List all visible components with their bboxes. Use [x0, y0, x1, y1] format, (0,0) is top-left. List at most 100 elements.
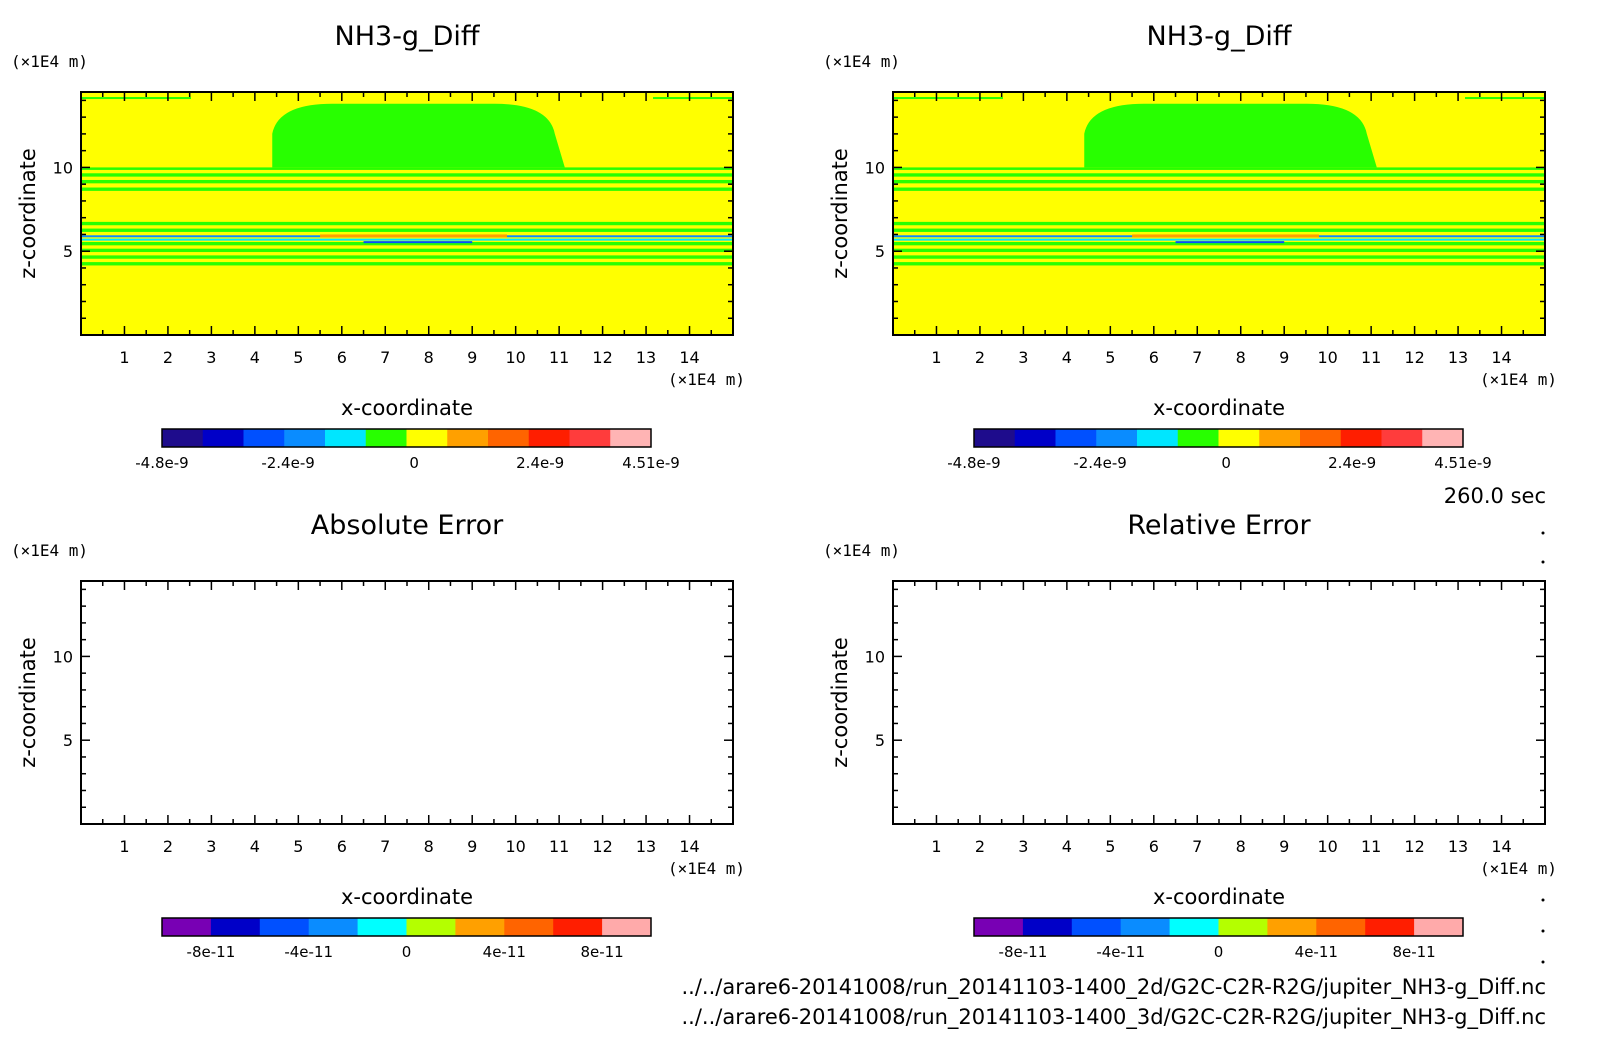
panel-title: Absolute Error [311, 510, 504, 541]
plot-frame [892, 580, 1546, 825]
colorbar-swatch [1177, 429, 1219, 447]
colorbar-tick-label: 2.4e-9 [1328, 454, 1376, 472]
colorbar-swatch [1014, 429, 1056, 447]
x-tick-label: 7 [380, 348, 390, 367]
dot-mark [1541, 960, 1545, 964]
x-tick-label: 12 [1404, 348, 1424, 367]
field-band [893, 248, 1545, 253]
colorbar-tick-label: 4.51e-9 [1434, 454, 1492, 472]
x-tick-label: 13 [636, 837, 656, 856]
x-tick-label: 11 [1361, 837, 1381, 856]
colorbar-swatch [455, 918, 505, 936]
panel-bottom-left: Absolute Error(×1E4 m)1 2 3 4 5 6 7 8 9 10 11 12 13 1… [11, 510, 745, 961]
x-tick-label: 6 [1149, 348, 1159, 367]
x-tick-label: 7 [380, 837, 390, 856]
colorbar-tick-label: 0 [409, 454, 419, 472]
x-tick-label: 8 [424, 837, 434, 856]
field-band [81, 248, 733, 253]
colorbar-tick-label: 4e-11 [483, 943, 526, 961]
field-band [893, 262, 1545, 266]
x-unit-label: (×1E4 m) [1480, 859, 1557, 878]
field-band [893, 228, 1545, 232]
field-band [1175, 241, 1285, 244]
x-axis-label: x-coordinate [341, 885, 473, 909]
x-axis-label: x-coordinate [341, 396, 473, 420]
colorbar-swatch [162, 429, 204, 447]
x-axis-label: x-coordinate [1153, 396, 1285, 420]
x-tick-label: 3 [206, 837, 216, 856]
x-tick-label: 1 [931, 348, 941, 367]
x-tick-label: 10 [505, 837, 525, 856]
colorbar-swatch [488, 429, 530, 447]
colorbar-swatch [259, 918, 310, 936]
x-tick-label: 10 [1317, 348, 1337, 367]
x-tick-label: 5 [1105, 348, 1115, 367]
colorbar-swatch [1267, 918, 1317, 936]
x-tick-label: 9 [467, 348, 477, 367]
colorbar-tick-label: 4.51e-9 [622, 454, 680, 472]
x-tick-label: 6 [1149, 837, 1159, 856]
colorbar-swatch [406, 429, 448, 447]
colorbar-swatch [1071, 918, 1122, 936]
x-tick-label: 14 [1491, 348, 1511, 367]
y-unit-label: (×1E4 m) [823, 541, 900, 560]
colorbar-swatch [406, 918, 456, 936]
x-tick-label: 4 [1062, 348, 1072, 367]
x-tick-label: 13 [636, 348, 656, 367]
y-axis-label: z-coordinate [828, 148, 852, 279]
colorbar-tick-label: 0 [1214, 943, 1224, 961]
colorbar-swatch [1218, 918, 1268, 936]
field-dome [272, 103, 565, 168]
field-band [893, 238, 1545, 241]
plot-frame [80, 580, 734, 825]
x-tick-label: 14 [679, 837, 699, 856]
field-band [893, 255, 1545, 259]
panel-title: NH3-g_Diff [1147, 21, 1293, 52]
colorbar-tick-label: 4e-11 [1295, 943, 1338, 961]
field-band [893, 97, 1003, 100]
colorbar-swatch [1365, 918, 1415, 936]
colorbar-frame [161, 428, 652, 448]
colorbar-swatch [365, 429, 407, 447]
x-tick-label: 14 [679, 348, 699, 367]
colorbar-tick-label: -4e-11 [284, 943, 333, 961]
colorbar-swatch [1120, 918, 1171, 936]
colorbar-tick-label: 2.4e-9 [516, 454, 564, 472]
y-axis-label: z-coordinate [828, 637, 852, 768]
x-unit-label: (×1E4 m) [668, 859, 745, 878]
footer-path-2: ../../arare6-20141008/run_20141103-1400_… [681, 1005, 1546, 1030]
x-tick-label: 11 [549, 837, 569, 856]
x-tick-label: 14 [1491, 837, 1511, 856]
colorbar-swatch [1218, 429, 1260, 447]
y-tick-label: 10 [865, 647, 885, 666]
colorbar-swatch [325, 429, 367, 447]
colorbar-swatch [284, 429, 326, 447]
x-tick-label: 4 [1062, 837, 1072, 856]
panels-group: NH3-g_Diff(×1E4 m)1 2 3 4 5 6 7 8 9 10 11 12 13 14510… [11, 21, 1557, 961]
colorbar-frame [973, 917, 1464, 937]
field-band [893, 179, 1545, 184]
colorbar-swatch [308, 918, 359, 936]
x-tick-label: 12 [592, 348, 612, 367]
colorbar-frame [161, 917, 652, 937]
field-band [893, 187, 1545, 191]
x-tick-label: 12 [1404, 837, 1424, 856]
x-tick-label: 10 [1317, 837, 1337, 856]
x-tick-label: 7 [1192, 837, 1202, 856]
colorbar-tick-label: -8e-11 [999, 943, 1048, 961]
colorbar-swatch [447, 429, 489, 447]
colorbar-swatch [1259, 429, 1301, 447]
colorbar-swatch [1022, 918, 1073, 936]
x-unit-label: (×1E4 m) [1480, 370, 1557, 389]
colorbar-swatch [569, 429, 611, 447]
field-dome [1084, 103, 1377, 168]
x-tick-label: 2 [163, 348, 173, 367]
x-tick-label: 1 [119, 348, 129, 367]
colorbar-frame [973, 428, 1464, 448]
colorbar-swatch [610, 429, 652, 447]
field-band [893, 221, 1545, 226]
x-tick-label: 6 [337, 837, 347, 856]
x-tick-label: 3 [206, 348, 216, 367]
colorbar-tick-label: -4e-11 [1096, 943, 1145, 961]
